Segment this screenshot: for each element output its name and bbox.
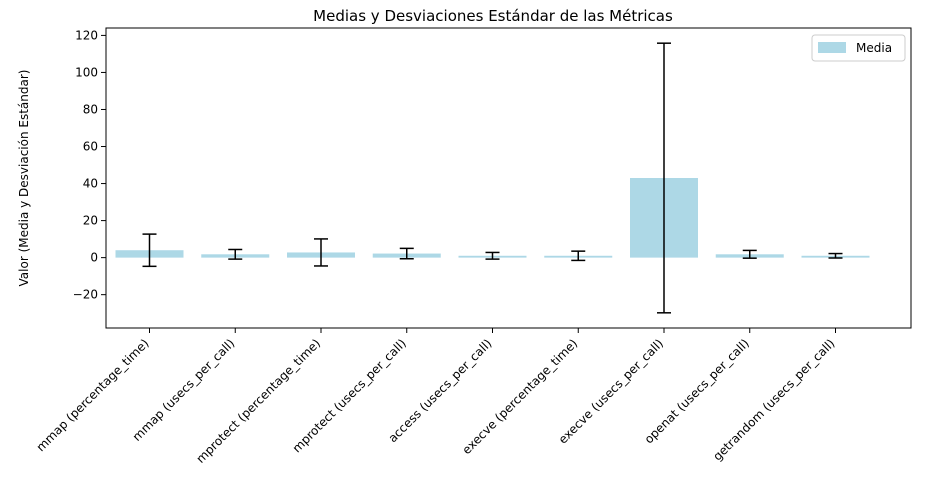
y-tick-label: 60: [83, 140, 98, 154]
y-tick-label: 80: [83, 102, 98, 116]
plot-frame: [105, 27, 912, 329]
y-tick-label: −20: [73, 288, 98, 302]
legend-box: [811, 34, 906, 62]
y-tick-label: 100: [75, 65, 98, 79]
y-tick-label: 120: [75, 28, 98, 42]
chart-title: Medias y Desviaciones Estándar de las Mé…: [313, 7, 673, 25]
y-tick-label: 40: [83, 177, 98, 191]
y-tick-label: 20: [83, 214, 98, 228]
legend-swatch: [818, 42, 846, 53]
legend-label: Media: [856, 41, 892, 55]
y-axis-label: Valor (Media y Desviación Estándar): [17, 70, 31, 287]
y-tick-label: 0: [90, 251, 98, 265]
legend: Media: [811, 34, 906, 62]
